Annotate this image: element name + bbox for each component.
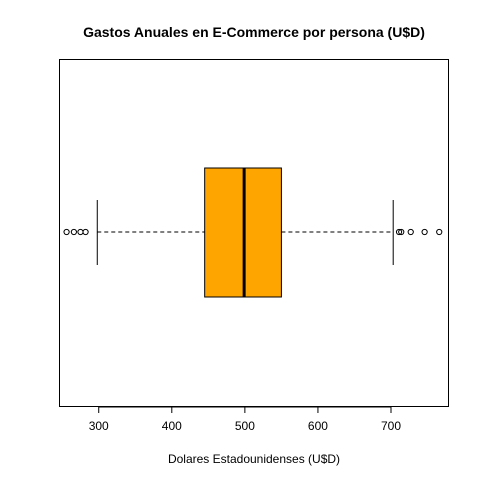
outlier-point (421, 228, 428, 236)
chart-marks (63, 167, 443, 298)
x-tick-label: 500 (235, 419, 255, 433)
outlier-point (436, 228, 443, 236)
outlier-point (63, 228, 70, 236)
x-tick-label: 700 (381, 419, 401, 433)
x-tick-label: 600 (308, 419, 328, 433)
outlier-point (407, 228, 414, 236)
outlier-point (77, 228, 84, 236)
outlier-point (395, 228, 403, 236)
x-tick-label: 300 (89, 419, 109, 433)
outlier-point (82, 228, 89, 236)
chart-title: Gastos Anuales en E-Commerce por persona… (83, 24, 425, 40)
outlier-point (398, 228, 405, 236)
outlier-point (70, 228, 77, 236)
x-axis-label: Dolares Estadounidenses (U$D) (168, 452, 340, 466)
x-tick-label: 400 (162, 419, 182, 433)
x-axis: 300 400 500 600 700 (89, 406, 401, 433)
